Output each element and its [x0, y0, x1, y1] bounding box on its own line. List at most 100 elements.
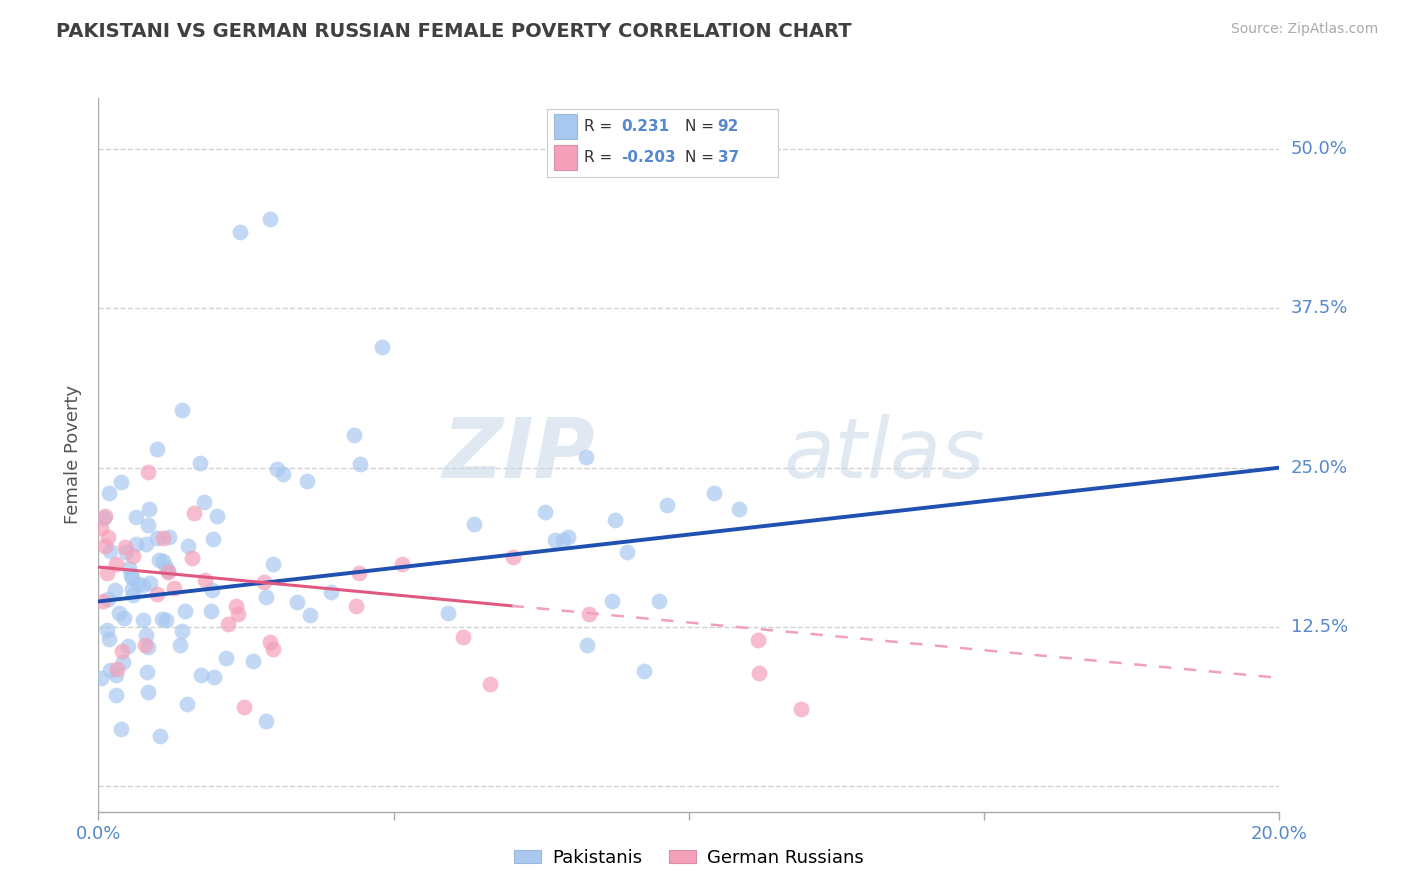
Point	[557, 530, 579, 544]
Point	[574, 450, 596, 465]
Point	[149, 730, 172, 744]
Point	[170, 403, 193, 417]
Point	[98, 632, 121, 646]
Point	[121, 549, 143, 563]
Point	[201, 532, 224, 546]
Point	[254, 591, 277, 605]
Point	[789, 702, 811, 716]
Point	[200, 604, 222, 618]
Text: R =: R =	[583, 119, 613, 134]
Point	[136, 517, 159, 532]
Point	[112, 655, 135, 669]
Point	[391, 557, 413, 571]
Point	[118, 561, 141, 575]
Text: N =: N =	[685, 150, 714, 165]
Point	[91, 594, 114, 608]
Point	[110, 723, 132, 737]
Bar	[554, 145, 576, 169]
Text: ZIP: ZIP	[441, 415, 595, 495]
Point	[96, 624, 118, 638]
Point	[136, 665, 159, 679]
Point	[96, 566, 118, 580]
Point	[172, 624, 194, 639]
Point	[124, 509, 146, 524]
Point	[259, 212, 281, 227]
Point	[194, 573, 217, 587]
Text: Source: ZipAtlas.com: Source: ZipAtlas.com	[1230, 22, 1378, 37]
Point	[138, 501, 160, 516]
Point	[120, 568, 142, 582]
Point	[150, 612, 173, 626]
Point	[121, 571, 143, 585]
Bar	[554, 114, 576, 138]
Text: PAKISTANI VS GERMAN RUSSIAN FEMALE POVERTY CORRELATION CHART: PAKISTANI VS GERMAN RUSSIAN FEMALE POVER…	[56, 22, 852, 41]
Point	[152, 554, 174, 568]
Point	[90, 671, 112, 685]
Point	[97, 591, 120, 606]
Point	[603, 513, 626, 527]
Point	[616, 544, 638, 558]
Point	[134, 638, 156, 652]
Point	[233, 699, 256, 714]
Text: atlas: atlas	[783, 415, 986, 495]
Point	[105, 668, 128, 682]
Point	[98, 663, 121, 677]
Point	[110, 475, 132, 490]
Point	[157, 530, 180, 544]
Point	[169, 638, 191, 652]
Point	[127, 577, 149, 591]
Point	[94, 508, 117, 523]
Point	[90, 521, 112, 535]
Point	[117, 640, 139, 654]
Point	[148, 552, 170, 566]
Point	[259, 634, 281, 648]
Point	[463, 516, 485, 531]
Point	[98, 543, 121, 558]
Point	[124, 537, 146, 551]
Point	[114, 540, 136, 554]
Point	[121, 582, 143, 597]
Point	[502, 549, 524, 564]
Point	[321, 585, 343, 599]
Point	[105, 557, 128, 571]
Point	[371, 340, 394, 354]
Point	[534, 505, 557, 519]
Point	[217, 617, 239, 632]
Point	[97, 530, 120, 544]
Point	[152, 532, 174, 546]
Point	[112, 610, 135, 624]
Point	[176, 540, 198, 554]
Point	[156, 565, 179, 579]
Point	[163, 581, 186, 595]
Point	[205, 508, 228, 523]
Point	[145, 587, 167, 601]
Text: 12.5%: 12.5%	[1291, 618, 1348, 636]
Point	[183, 506, 205, 520]
Point	[155, 614, 177, 628]
Text: 92: 92	[717, 119, 740, 134]
Text: 37.5%: 37.5%	[1291, 300, 1348, 318]
Point	[349, 457, 371, 471]
Point	[138, 576, 160, 591]
Point	[135, 627, 157, 641]
Point	[226, 607, 249, 621]
Point	[181, 551, 204, 566]
Point	[93, 539, 115, 553]
Point	[202, 670, 225, 684]
Point	[262, 641, 284, 656]
Text: 37: 37	[717, 150, 740, 165]
Point	[157, 564, 180, 578]
Text: 0.231: 0.231	[621, 119, 669, 134]
Point	[114, 545, 136, 559]
Point	[155, 560, 177, 574]
Point	[201, 583, 224, 598]
Point	[271, 467, 294, 482]
Point	[145, 442, 167, 456]
Point	[266, 461, 288, 475]
Text: 50.0%: 50.0%	[1291, 140, 1347, 158]
Point	[349, 566, 371, 580]
Point	[343, 428, 366, 442]
Point	[479, 676, 502, 690]
Point	[657, 498, 679, 512]
Point	[600, 594, 623, 608]
